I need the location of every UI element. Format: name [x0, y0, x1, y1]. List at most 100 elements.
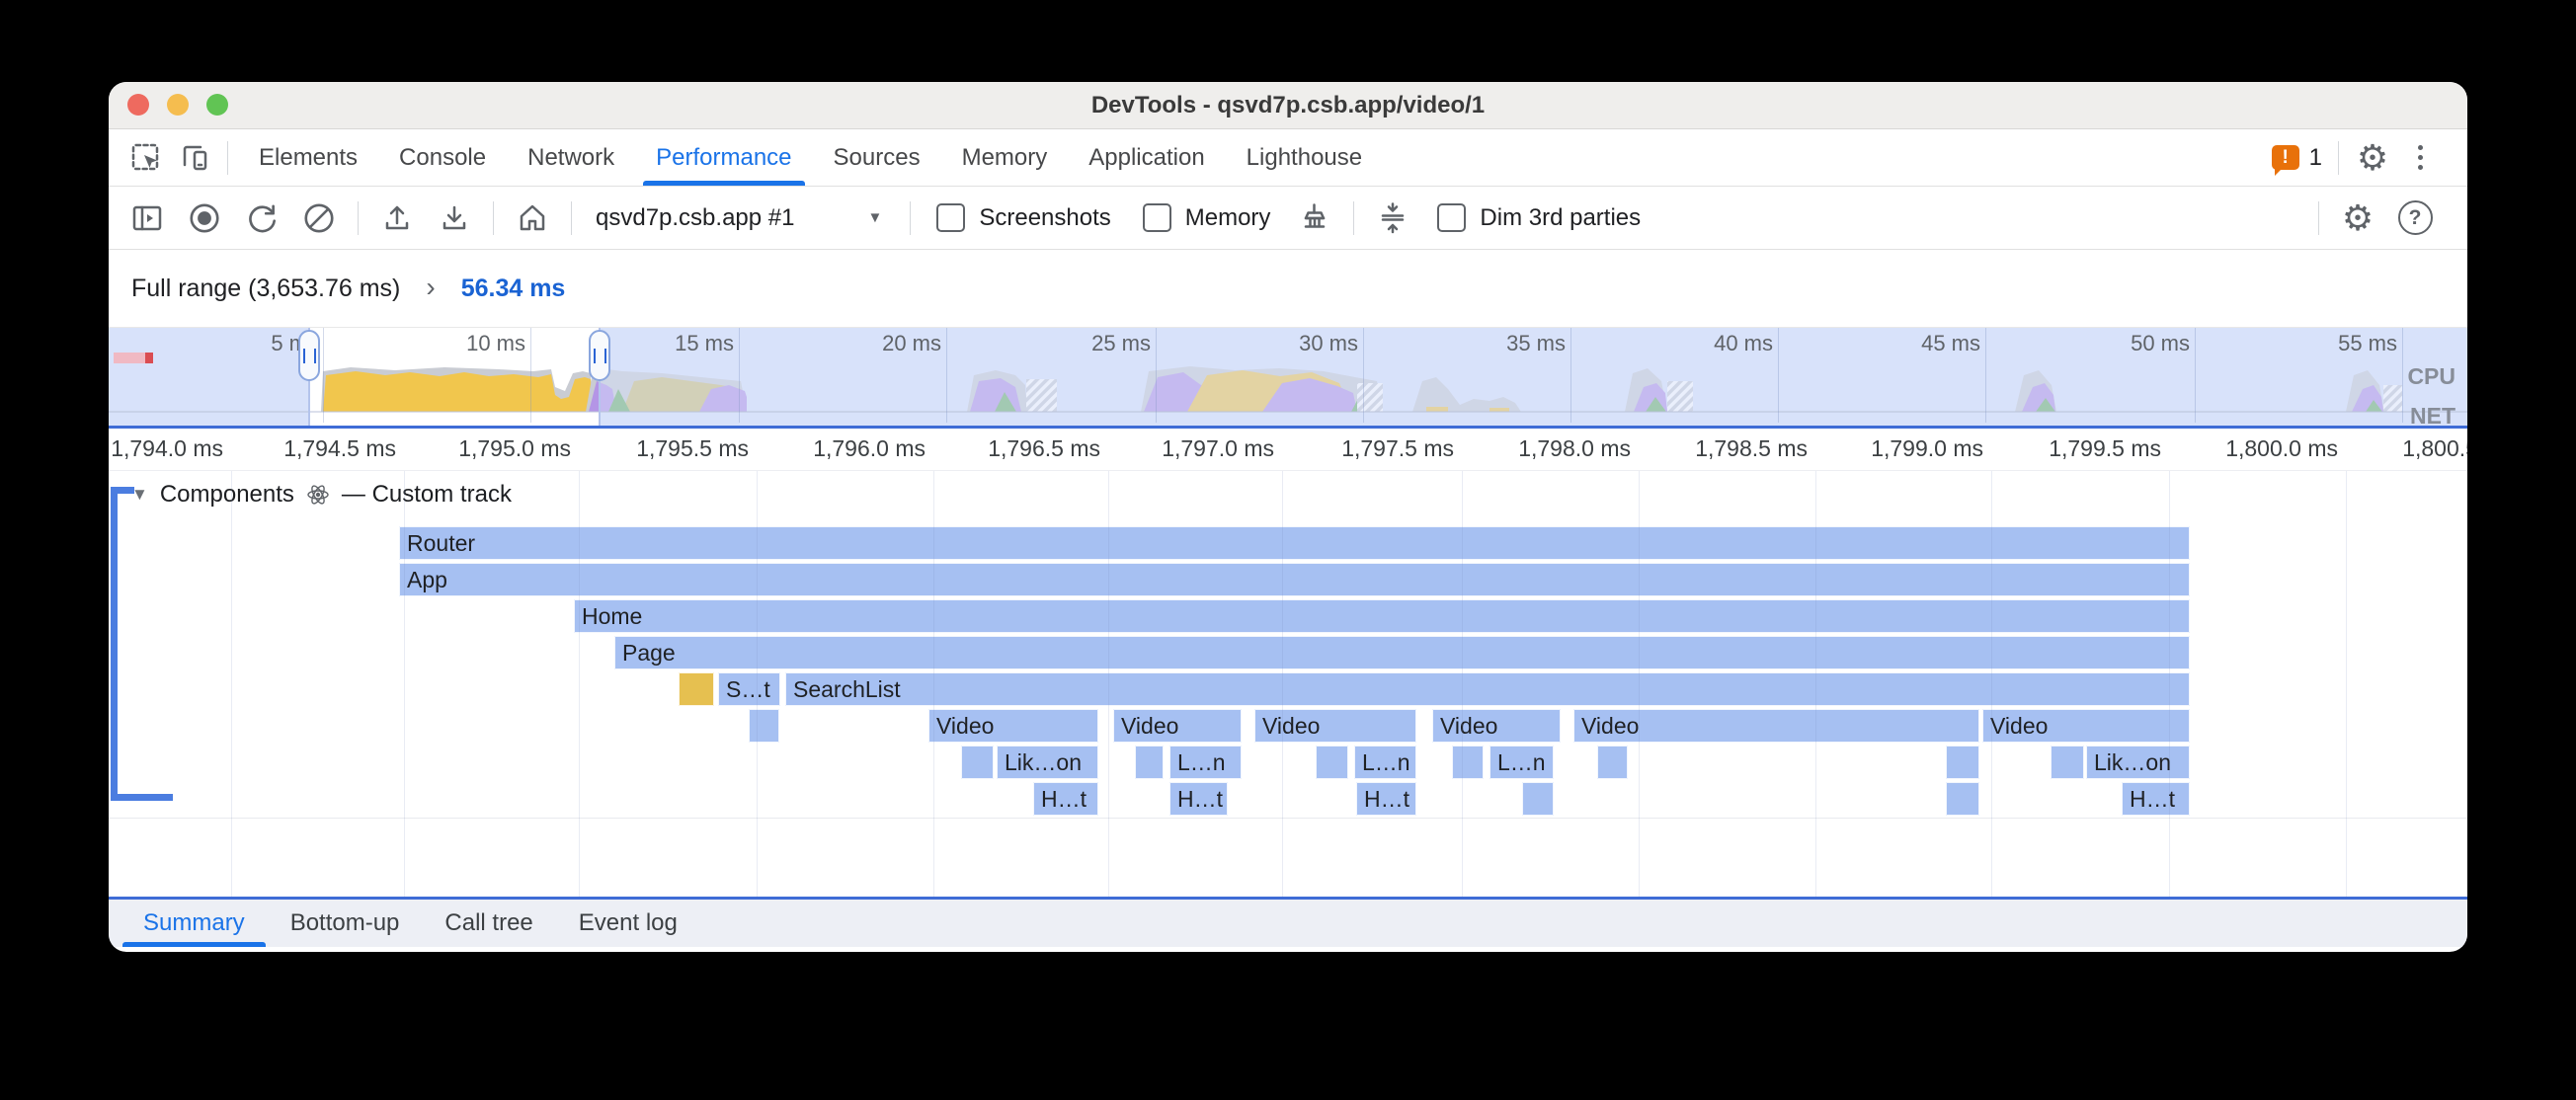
issues-counter[interactable]: ! 1 [2271, 143, 2322, 176]
ruler-tick-label: 1,796.5 ms [988, 435, 1100, 461]
flame-bar-like-button[interactable] [1452, 746, 1484, 779]
memory-checkbox[interactable]: Memory [1127, 203, 1287, 232]
track-header-components[interactable]: ▼ Components — Custom track [131, 481, 512, 509]
flame-bar-video[interactable]: Video [1573, 709, 1979, 743]
flame-bar-home[interactable]: Home [574, 599, 2190, 633]
toggle-device-toolbar-button[interactable] [170, 134, 217, 182]
flame-bar-ln[interactable]: L…n [1489, 746, 1554, 779]
tab-elements[interactable]: Elements [259, 143, 359, 171]
flame-bar-searchlist[interactable]: SearchList [785, 672, 2190, 706]
inspect-element-button[interactable] [122, 134, 170, 182]
breadcrumb-full-range[interactable]: Full range (3,653.76 ms) [131, 274, 401, 302]
capture-settings-button[interactable]: ⚙ [2329, 194, 2386, 243]
flame-bar-heart[interactable] [1522, 782, 1554, 816]
range-handle-right[interactable] [589, 330, 610, 381]
tab-performance[interactable]: Performance [635, 129, 812, 186]
flame-bar-video[interactable]: Video [1432, 709, 1561, 743]
device-toolbar-icon [183, 145, 207, 170]
ruler-tick-label: 1,795.5 ms [636, 435, 749, 461]
ruler-tick-label: 1,795.0 ms [458, 435, 571, 461]
flame-bar-video[interactable]: Video [928, 709, 1098, 743]
record-button[interactable] [176, 194, 233, 243]
flame-bar-ht[interactable]: H…t [1356, 782, 1416, 816]
flame-bar-video[interactable]: Video [1982, 709, 2190, 743]
flame-bar-ht[interactable]: H…t [2122, 782, 2190, 816]
flame-bar-likon[interactable]: Lik…on [2086, 746, 2190, 779]
flame-bar-likon[interactable]: Lik…on [997, 746, 1098, 779]
collapse-flame-button[interactable] [1364, 194, 1421, 243]
bottom-tab-call-tree[interactable]: Call tree [444, 909, 533, 936]
load-profile-button[interactable] [368, 194, 426, 243]
toggle-sidebar-button[interactable] [119, 194, 176, 243]
flame-bar-ln[interactable]: L…n [1169, 746, 1242, 779]
time-ruler: 1,794.0 ms 1,794.5 ms 1,795.0 ms 1,795.5 ms… [109, 429, 2467, 471]
memory-label: Memory [1184, 203, 1271, 231]
flame-bar-label: Home [582, 603, 643, 629]
scroll-indicator-bottom-foot [111, 794, 173, 801]
record-and-reload-button[interactable] [233, 194, 290, 243]
flame-bar-app[interactable]: App [399, 563, 2190, 596]
save-profile-button[interactable] [426, 194, 483, 243]
bottom-tab-event-log[interactable]: Event log [578, 909, 678, 936]
tab-network[interactable]: Network [527, 143, 615, 171]
settings-button[interactable]: ⚙ [2349, 134, 2396, 182]
kebab-menu-icon [2417, 145, 2423, 170]
dim-3rd-parties-checkbox[interactable]: Dim 3rd parties [1421, 203, 1656, 232]
vertical-scroll-indicator[interactable] [111, 487, 118, 801]
clear-button[interactable] [290, 194, 348, 243]
overview-tick-label: 55 ms [2338, 331, 2397, 355]
flame-bar-page[interactable]: Page [614, 636, 2190, 669]
overview-tick-line [2402, 328, 2403, 423]
live-metrics-button[interactable] [504, 194, 561, 243]
flame-bar-search[interactable] [679, 672, 714, 706]
tab-memory[interactable]: Memory [961, 143, 1048, 171]
flame-bar-video[interactable]: Video [1113, 709, 1242, 743]
timeline-overview[interactable]: 5 ms 10 ms 15 ms 20 ms 25 ms 30 ms 35 ms 40 ms 4… [109, 328, 2467, 429]
maximize-button[interactable] [206, 94, 228, 116]
bottom-tab-bottom-up[interactable]: Bottom-up [289, 909, 400, 936]
overview-divider[interactable] [109, 426, 2467, 429]
flame-bar-video[interactable]: Video [1254, 709, 1416, 743]
flame-bar-like-button[interactable] [1135, 746, 1164, 779]
close-button[interactable] [127, 94, 149, 116]
flame-bar-like-button[interactable] [1946, 746, 1979, 779]
collect-garbage-button[interactable] [1286, 194, 1343, 243]
tab-console[interactable]: Console [399, 143, 487, 171]
flame-bar-ln[interactable]: L…n [1354, 746, 1416, 779]
tab-sources[interactable]: Sources [833, 143, 921, 171]
overview-tick-label: 45 ms [1921, 331, 1980, 355]
tab-lighthouse[interactable]: Lighthouse [1246, 143, 1363, 171]
grip-icon [593, 348, 606, 363]
flame-chart[interactable]: ▼ Components — Custom track Router App Hom… [109, 471, 2467, 897]
breadcrumb-selected-range[interactable]: 56.34 ms [460, 274, 566, 302]
track-title: Components [159, 481, 294, 508]
tab-application[interactable]: Application [1088, 143, 1205, 171]
flame-bar-label: Video [936, 713, 995, 739]
flame-bar-like-button[interactable] [1316, 746, 1348, 779]
separator [2338, 140, 2339, 175]
flame-bar-label: L…n [1177, 749, 1226, 775]
ruler-tick-label: 1,797.5 ms [1341, 435, 1454, 461]
error-count: 1 [2308, 143, 2322, 171]
bottom-tab-summary[interactable]: Summary [121, 900, 268, 947]
flame-bar-like-button[interactable] [961, 746, 994, 779]
flame-bar-router[interactable]: Router [399, 526, 2190, 560]
cpu-activity-chart [109, 328, 2467, 426]
range-handle-left[interactable] [298, 330, 320, 381]
feedback-button[interactable]: ? [2386, 194, 2444, 243]
flame-bar-st[interactable]: S…t [718, 672, 780, 706]
flame-bar-video[interactable] [749, 709, 779, 743]
flame-bar-ht[interactable]: H…t [1033, 782, 1098, 816]
minimize-button[interactable] [167, 94, 189, 116]
target-selector-dropdown[interactable]: qsvd7p.csb.app #1 ▼ [582, 204, 900, 232]
flame-bar-like-button[interactable] [1597, 746, 1628, 779]
flame-bar-ht[interactable]: H…t [1169, 782, 1228, 816]
flame-bar-heart[interactable] [1946, 782, 1979, 816]
flame-bar-like-button[interactable] [2051, 746, 2084, 779]
screenshots-checkbox[interactable]: Screenshots [921, 203, 1126, 232]
collapse-triangle-icon: ▼ [131, 485, 148, 504]
overview-tick-line [739, 328, 740, 423]
upload-icon [385, 205, 409, 229]
more-options-button[interactable] [2396, 134, 2444, 182]
target-selector-value: qsvd7p.csb.app #1 [596, 203, 795, 231]
